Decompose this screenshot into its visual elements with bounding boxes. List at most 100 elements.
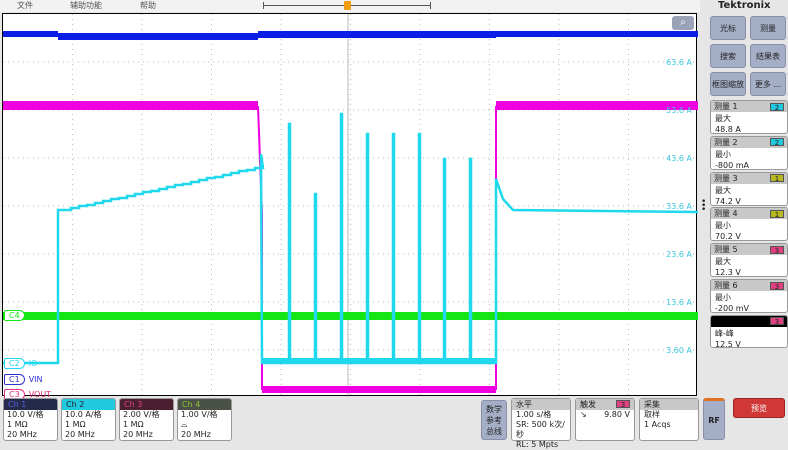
more-button[interactable]: 更多 ...: [750, 72, 786, 96]
measurement-title: 测量 2: [714, 137, 738, 147]
more-options-icon[interactable]: • • •: [701, 197, 707, 215]
measurement-type: 最大: [715, 185, 731, 195]
channel-3-badge[interactable]: Ch 3 2.00 V/格 1 MΩ 20 MHz: [119, 398, 174, 441]
measurement-source: 1: [770, 174, 784, 183]
bandwidth: 20 MHz: [7, 430, 37, 439]
channel-label-c2[interactable]: C2 IO: [4, 358, 37, 369]
measurement-badge[interactable]: 测量 5 3 最大 12.3 V: [710, 243, 788, 278]
measurement-badge[interactable]: 测量 4 1 最小 70.2 V: [710, 207, 788, 242]
vertical-scale: 10.0 A/格: [65, 410, 102, 419]
ch4-trace: [3, 312, 698, 320]
bandwidth: 20 MHz: [181, 430, 211, 439]
ch2-trace: [3, 112, 698, 365]
channel-name: Ch 4: [178, 399, 231, 410]
measurement-title: 测量 4: [714, 209, 738, 219]
ch1-trace: [3, 31, 58, 37]
channel-1-badge[interactable]: Ch 1 10.0 V/格 1 MΩ 20 MHz: [3, 398, 58, 441]
acquire-title: 采集: [644, 400, 660, 409]
trigger-level: 9.80 V: [604, 410, 630, 419]
scale-label: 13.6 A: [666, 298, 692, 307]
channel-2-badge[interactable]: Ch 2 10.0 A/格 1 MΩ 20 MHz: [61, 398, 116, 441]
scale-label: 63.6 A: [666, 58, 692, 67]
impedance: ⌓: [181, 420, 188, 429]
waveform-canvas: [3, 14, 698, 397]
acquire-badge[interactable]: 采集 取样 1 Acqs: [639, 398, 699, 441]
channel-4-badge[interactable]: Ch 4 1.00 V/格 ⌓ 20 MHz: [177, 398, 232, 441]
search-button[interactable]: 搜索: [710, 44, 746, 68]
right-panel: Tektronix 光标 测量 搜索 结果表 框图缩放 更多 ... 测量 1 2…: [701, 0, 788, 443]
vertical-scale: 2.00 V/格: [123, 410, 160, 419]
measurement-source: 1: [770, 209, 784, 219]
vertical-scale: 1.00 V/格: [181, 410, 218, 419]
acquire-mode: 取样: [644, 410, 660, 419]
menu-help[interactable]: 帮助: [140, 1, 156, 10]
measurement-type: 最大: [715, 114, 731, 123]
trigger-badge[interactable]: 触发 3 ↘ 9.80 V: [575, 398, 635, 441]
channel-name: Ch 2: [62, 399, 115, 410]
measurement-badge[interactable]: 测量 1 2 最大 48.8 A: [710, 100, 788, 134]
cursor-button[interactable]: 光标: [710, 16, 746, 40]
measurement-source: 3: [770, 245, 784, 255]
trigger-position-marker[interactable]: [344, 1, 351, 10]
scale-label: 33.6 A: [666, 202, 692, 211]
measurement-title: 测量 3: [714, 173, 738, 183]
measurement-source: 2: [770, 138, 784, 147]
ch1-trace: [258, 31, 496, 38]
measurement-badge[interactable]: 测量 6 3 最小 -200 mV: [710, 279, 788, 313]
measurement-type: 最小: [715, 293, 731, 302]
scale-label: 23.6 A: [666, 250, 692, 259]
measurement-badge[interactable]: 测量 2 2 最小 -800 mA: [710, 135, 788, 170]
trigger-title: 触发: [580, 400, 596, 409]
bandwidth: 20 MHz: [123, 430, 153, 439]
menu-bar: 文件 辅助功能 帮助: [0, 0, 700, 12]
measurement-badge[interactable]: 测量 3 1 最大 74.2 V: [710, 171, 788, 206]
scale-label: 53.6 A: [666, 106, 692, 115]
waveform-display[interactable]: 63.6 A 53.6 A 43.6 A 33.6 A 23.6 A 13.6 A 3.60…: [2, 13, 698, 400]
measurement-badge[interactable]: 3 峰-峰 12.5 V: [710, 314, 788, 349]
results-table-button[interactable]: 结果表: [750, 44, 786, 68]
measure-button[interactable]: 测量: [750, 16, 786, 40]
horizontal-badge[interactable]: 水平 1.00 s/格 SR: 500 k次/秒 RL: 5 Mpts: [511, 398, 571, 449]
measurement-source: 3: [770, 281, 784, 291]
ch1-trace: [58, 33, 258, 40]
ch3-trace: [3, 101, 258, 110]
ch1-trace: [496, 31, 698, 37]
ch3-trace: [496, 101, 698, 110]
channel-name: Ch 1: [4, 399, 57, 410]
impedance: 1 MΩ: [123, 420, 144, 429]
scale-label: 43.6 A: [666, 154, 692, 163]
horizontal-scale: 1.00 s/格: [516, 410, 552, 419]
bandwidth: 20 MHz: [65, 430, 95, 439]
rf-button[interactable]: RF: [703, 398, 725, 440]
measurement-title: 测量 5: [714, 245, 738, 255]
impedance: 1 MΩ: [7, 420, 28, 429]
zoom-box-button[interactable]: 框图缩放: [710, 72, 746, 96]
channel-label-c4[interactable]: C4 Vin: [4, 310, 41, 321]
falling-edge-icon: ↘: [580, 410, 587, 419]
impedance: 1 MΩ: [65, 420, 86, 429]
measurement-value: 12.3 V: [715, 268, 741, 278]
measurement-value: -200 mV: [715, 304, 749, 313]
measurement-value: 12.5 V: [715, 339, 741, 349]
vertical-scale: 10.0 V/格: [7, 410, 44, 419]
channel-name: Ch 3: [120, 399, 173, 410]
measurement-type: 最小: [715, 149, 731, 159]
menu-file[interactable]: 文件: [17, 1, 33, 10]
measurement-title: 测量 1: [714, 102, 738, 111]
preview-button[interactable]: 预览: [733, 398, 785, 418]
scale-label: 3.60 A: [666, 346, 692, 355]
measurement-type: 最大: [715, 257, 731, 267]
acquire-count: 1 Acqs: [644, 420, 671, 429]
sample-rate: SR: 500 k次/秒: [516, 420, 565, 439]
measurement-source: 2: [770, 102, 784, 112]
channel-label-c1[interactable]: C1 VIN: [4, 374, 43, 385]
brand-logo: Tektronix: [718, 0, 771, 11]
measurement-value: 48.8 A: [715, 125, 741, 134]
measurement-type: 最小: [715, 221, 731, 231]
menu-utility[interactable]: 辅助功能: [70, 1, 102, 10]
measurement-title: 测量 6: [714, 281, 738, 290]
zoom-icon[interactable]: ⌕: [672, 16, 694, 30]
math-ref-bus-button[interactable]: 数学 参考 总线: [481, 400, 507, 440]
ch2-trace: [262, 358, 496, 363]
measurement-value: 74.2 V: [715, 196, 741, 206]
